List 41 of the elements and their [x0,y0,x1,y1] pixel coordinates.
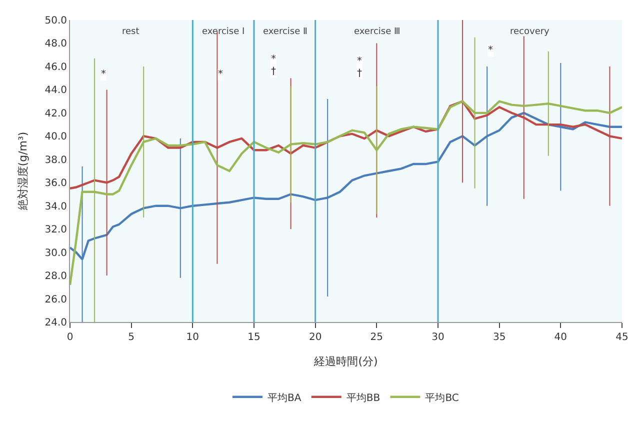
annotation: * [488,45,493,56]
x-tick-label: 45 [616,332,628,343]
y-tick-label: 34.0 [44,201,67,212]
x-tick-label: 25 [370,332,384,343]
y-tick-label: 32.0 [44,224,67,236]
band-label: exercise Ⅲ [354,27,400,37]
band-label: exercise Ⅱ [263,27,308,37]
band-label: rest [122,27,140,37]
annotation: * [101,69,106,80]
legend-label: 平均BB [346,392,380,404]
y-tick-label: 50.0 [44,16,67,26]
annotation: * [271,54,276,65]
y-tick-label: 38.0 [44,154,67,166]
y-tick-label: 24.0 [44,318,67,328]
y-tick-label: 44.0 [44,85,67,96]
x-tick-label: 40 [554,332,568,343]
x-tick-label: 15 [248,332,260,343]
annotation: † [357,68,362,79]
y-tick-label: 28.0 [44,271,67,282]
legend-label: 平均BC [425,392,459,404]
band-label: recovery [510,27,550,37]
y-tick-label: 40.0 [44,132,67,143]
annotation: † [271,66,276,77]
x-tick-label: 0 [66,332,74,343]
y-tick-label: 48.0 [44,38,67,50]
y-tick-label: 30.0 [44,248,67,259]
legend-label: 平均BA [268,392,302,404]
y-tick-label: 36.0 [44,178,67,190]
x-axis-title: 経過時間(分) [313,355,378,368]
y-tick-label: 46.0 [44,62,67,73]
x-tick-label: 5 [128,332,135,343]
band-label: exercise Ⅰ [202,27,245,37]
x-tick-label: 35 [492,332,506,343]
y-tick-label: 42.0 [44,108,67,120]
y-tick-label: 26.0 [44,294,67,306]
x-tick-label: 30 [432,332,444,343]
y-axis-title: 絶対湿度(g/m³) [16,132,30,212]
x-tick-label: 10 [186,332,200,343]
annotation: * [357,56,362,67]
x-tick-label: 20 [308,332,322,343]
annotation: * [218,69,223,80]
